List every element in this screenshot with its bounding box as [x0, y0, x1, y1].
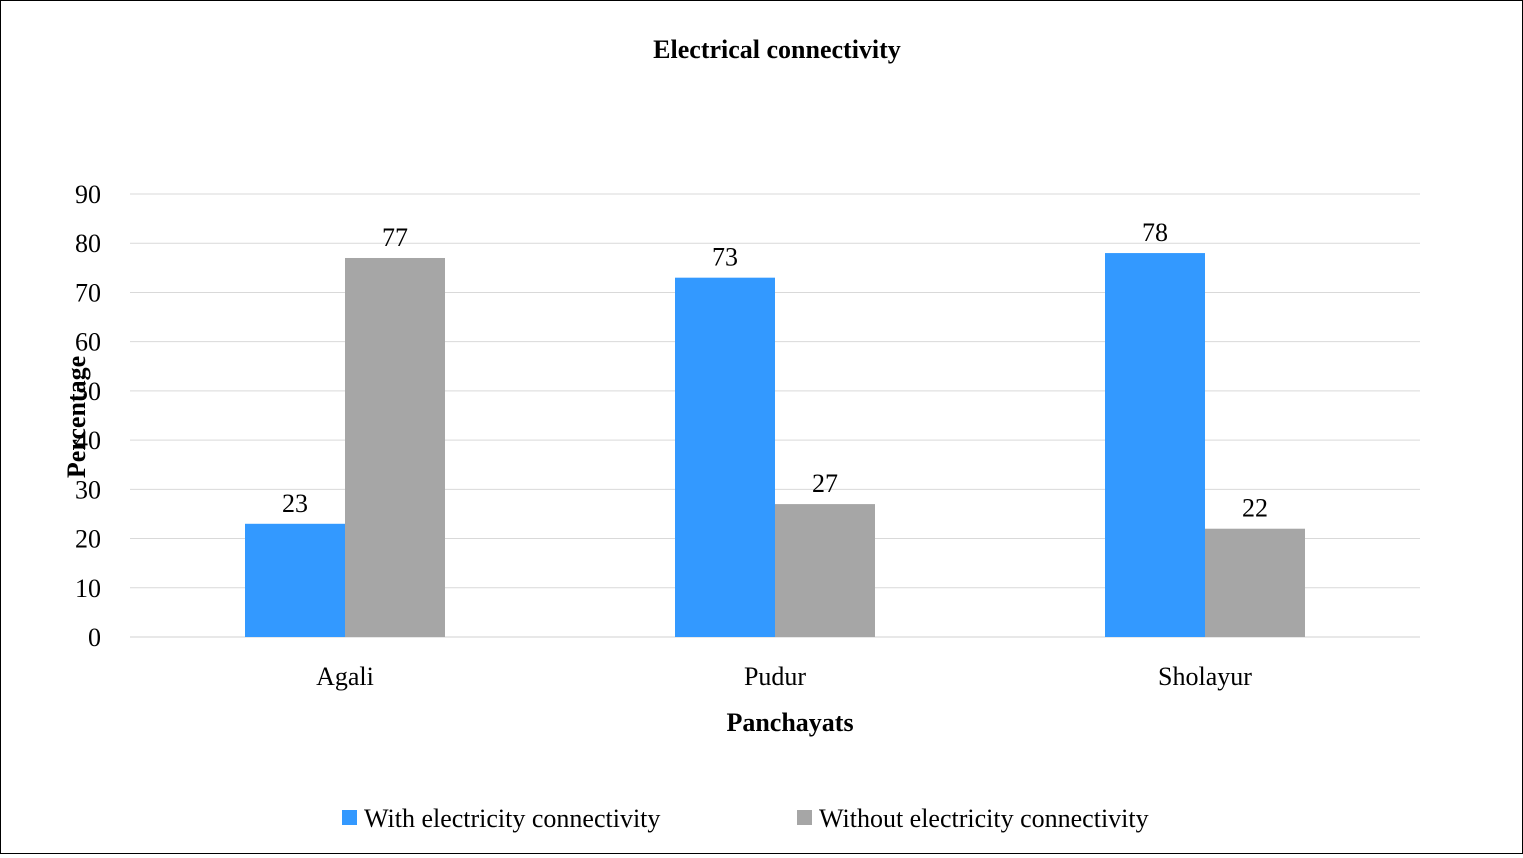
chart-title: Electrical connectivity — [653, 35, 901, 64]
y-tick-label: 30 — [75, 475, 101, 504]
y-tick-label: 10 — [75, 574, 101, 603]
y-tick-label: 70 — [75, 278, 101, 307]
legend-swatch-series-2 — [797, 810, 812, 825]
x-category-label: Agali — [316, 662, 374, 691]
y-tick-label: 20 — [75, 525, 101, 554]
data-label: 78 — [1142, 218, 1168, 247]
y-tick-label: 60 — [75, 328, 101, 357]
data-label: 22 — [1242, 494, 1268, 523]
y-axis-title: Percentage — [62, 356, 91, 478]
x-category-label: Sholayur — [1158, 662, 1252, 691]
legend-label: Without electricity connectivity — [819, 804, 1149, 833]
data-labels: 23 77 73 27 78 22 — [282, 218, 1268, 523]
bar-agali-series-2 — [345, 257, 445, 637]
x-axis-title: Panchayats — [726, 708, 853, 737]
bar-agali-series-1 — [245, 523, 345, 637]
data-label: 73 — [712, 243, 738, 272]
data-label: 27 — [812, 469, 838, 498]
y-tick-label: 0 — [88, 623, 101, 652]
bar-sholayur-series-2 — [1205, 528, 1305, 637]
bar-pudur-series-2 — [775, 504, 875, 637]
y-tick-label: 80 — [75, 229, 101, 258]
y-tick-label: 90 — [75, 180, 101, 209]
data-label: 23 — [282, 489, 308, 518]
y-tick-label: 40 — [75, 426, 101, 455]
bars — [245, 253, 1305, 638]
bar-pudur-series-1 — [675, 277, 775, 637]
y-axis-ticks: 0 10 20 30 40 50 60 70 80 90 — [75, 180, 101, 652]
data-label: 77 — [382, 223, 408, 252]
legend-swatch-series-1 — [342, 810, 357, 825]
legend-label: With electricity connectivity — [364, 804, 660, 833]
legend: With electricity connectivity Without ele… — [342, 804, 1149, 833]
bar-sholayur-series-1 — [1105, 253, 1205, 638]
x-axis-categories: Agali Pudur Sholayur — [316, 662, 1252, 691]
x-category-label: Pudur — [744, 662, 806, 691]
y-tick-label: 50 — [75, 377, 101, 406]
